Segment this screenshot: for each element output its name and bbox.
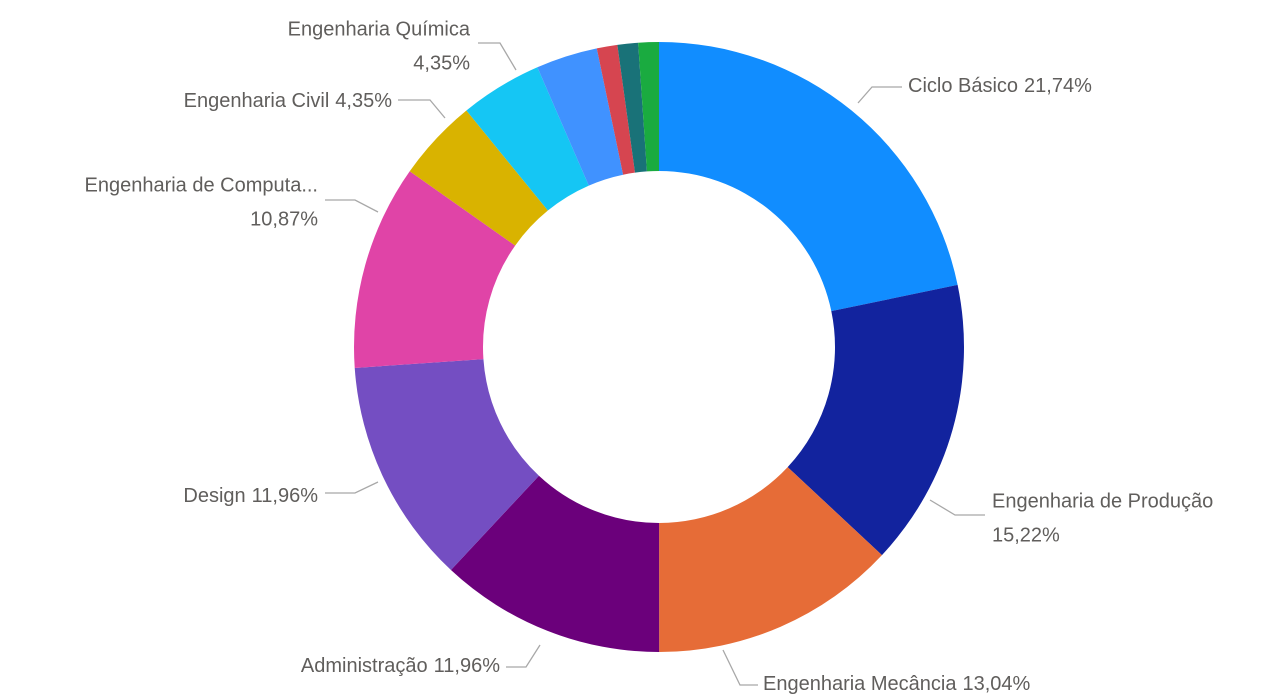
leader-line (478, 42, 517, 71)
leader-line (325, 481, 379, 494)
donut-slice (450, 475, 660, 652)
donut-slice (466, 67, 589, 211)
label-text: Design 11,96% (183, 485, 318, 507)
label-value: 10,87% (250, 208, 318, 230)
leader-line (722, 649, 758, 686)
label-name: Administração (301, 655, 428, 677)
donut-slice (596, 44, 635, 175)
donut-slice (659, 467, 882, 652)
label-text: Administração 11,96% (301, 655, 500, 677)
data-label: Administração 11,96% (301, 655, 500, 677)
label-name: Engenharia de Computa... (85, 174, 319, 196)
label-text: Ciclo Básico 21,74% (908, 75, 1092, 97)
data-label: Ciclo Básico 21,74% (908, 75, 1092, 97)
label-text: Engenharia Civil 4,35% (184, 90, 393, 112)
data-label: Engenharia de Produção 15,22% (992, 490, 1213, 546)
donut-slice (659, 42, 958, 312)
label-text: Engenharia Mecância 13,04% (763, 673, 1031, 695)
donut-slice (409, 110, 548, 246)
label-value: 13,04% (962, 673, 1030, 695)
label-value: 4,35% (335, 90, 392, 112)
leader-line (325, 199, 379, 213)
leader-line (929, 499, 985, 516)
label-value: 15,22% (992, 524, 1060, 546)
label-name: Engenharia de Produção (992, 490, 1213, 512)
data-label: Engenharia Civil 4,35% (184, 90, 393, 112)
label-value: 21,74% (1024, 75, 1092, 97)
data-label: Engenharia Química 4,35% (288, 18, 471, 74)
data-label: Design 11,96% (183, 485, 318, 507)
label-value: 11,96% (252, 485, 319, 507)
data-label: Engenharia de Computa... 10,87% (85, 174, 319, 230)
donut-slice (787, 284, 964, 556)
label-value: 4,35% (413, 52, 470, 74)
label-name: Engenharia Química (288, 18, 471, 40)
donut-slice (537, 48, 624, 186)
label-name: Engenharia Civil (184, 90, 330, 112)
leader-line (857, 86, 902, 104)
leader-line (506, 644, 541, 668)
donut-slice (354, 359, 539, 571)
donut-slice (617, 42, 647, 173)
data-label: Engenharia Mecância 13,04% (763, 673, 1031, 695)
label-value: 11,96% (434, 655, 501, 677)
label-name: Engenharia Mecância (763, 673, 957, 695)
leader-line (398, 99, 446, 119)
label-name: Ciclo Básico (908, 75, 1018, 97)
label-name: Design (183, 485, 245, 507)
donut-slice (638, 42, 659, 172)
donut-slice (353, 171, 516, 368)
